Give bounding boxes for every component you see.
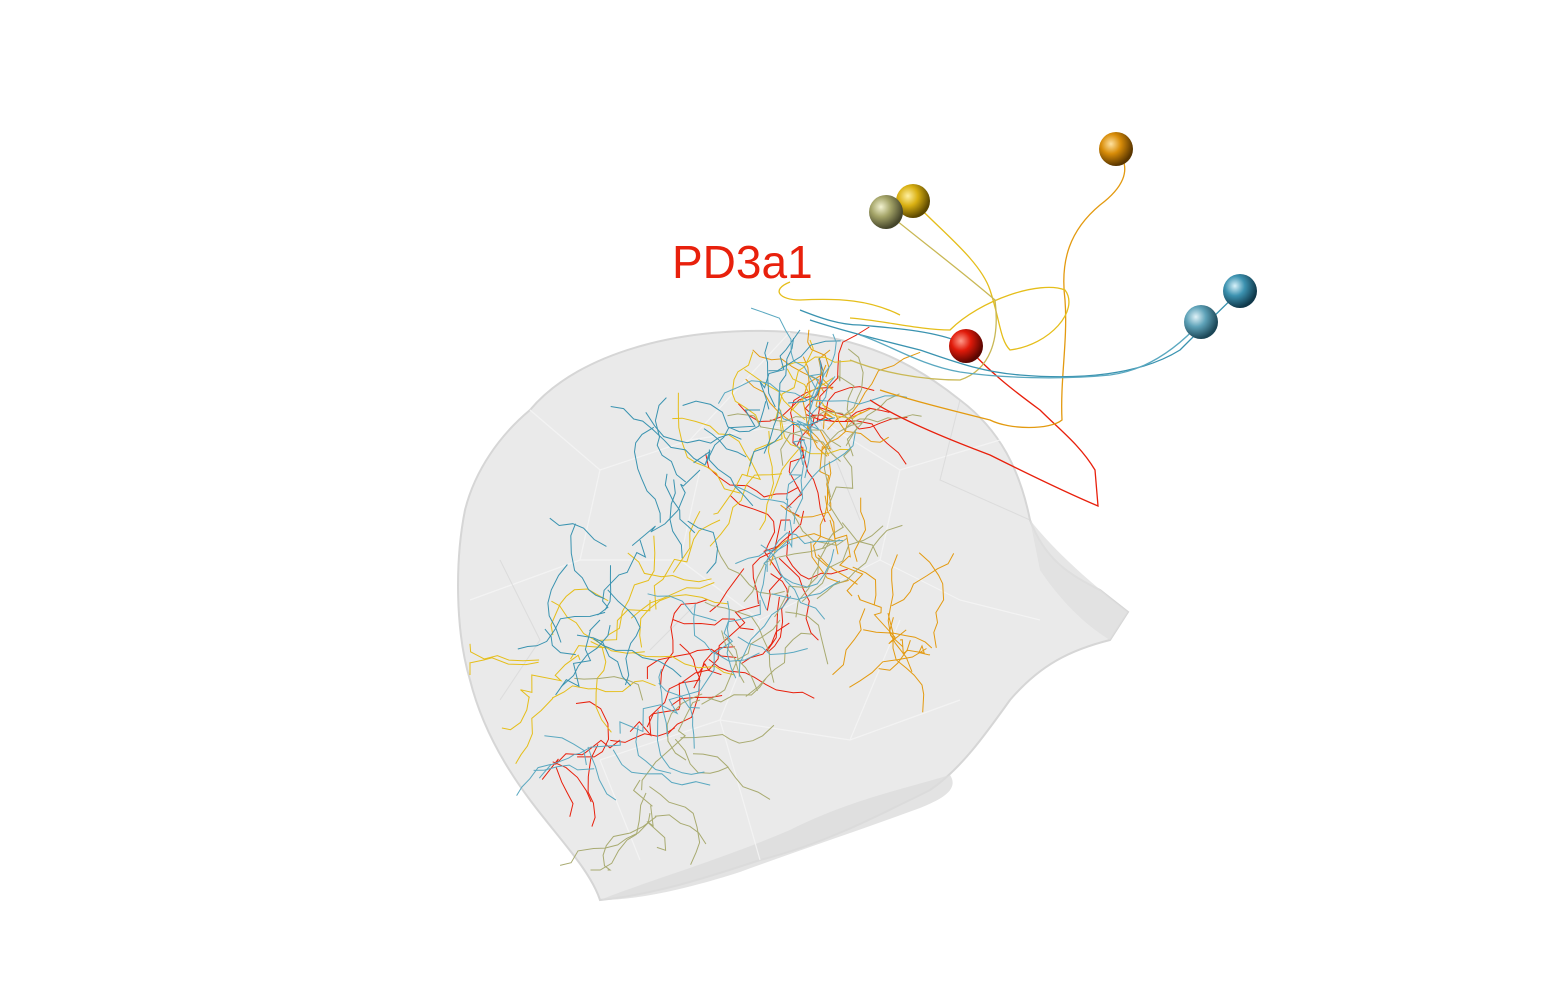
soma-red — [949, 329, 983, 363]
neuron-orange-arbor — [745, 329, 955, 713]
soma-olive — [869, 195, 903, 229]
soma-blue-2 — [1184, 305, 1218, 339]
neurite-red — [869, 345, 1099, 508]
soma-blue-1 — [1223, 274, 1257, 308]
soma-orange — [1099, 132, 1133, 166]
neuron-blue-1-arbor — [517, 329, 841, 696]
neurite-blue-2 — [859, 321, 1202, 379]
neuron-type-label: PD3a1 — [672, 236, 813, 288]
neuron-olive-arbor — [559, 348, 922, 871]
neuron-arbors — [469, 307, 955, 871]
neurite-orange — [879, 148, 1126, 429]
soma-gold — [896, 184, 930, 218]
somata — [869, 132, 1257, 363]
primary-neurites — [778, 148, 1241, 508]
neurite-gold — [849, 200, 1070, 351]
neuron-blue-2-arbor — [516, 307, 908, 801]
neuron-gold-arbor — [469, 339, 862, 764]
neurite-blue-1 — [809, 290, 1241, 378]
neurite-olive — [849, 211, 997, 381]
neuropil-mesh — [457, 329, 1130, 902]
